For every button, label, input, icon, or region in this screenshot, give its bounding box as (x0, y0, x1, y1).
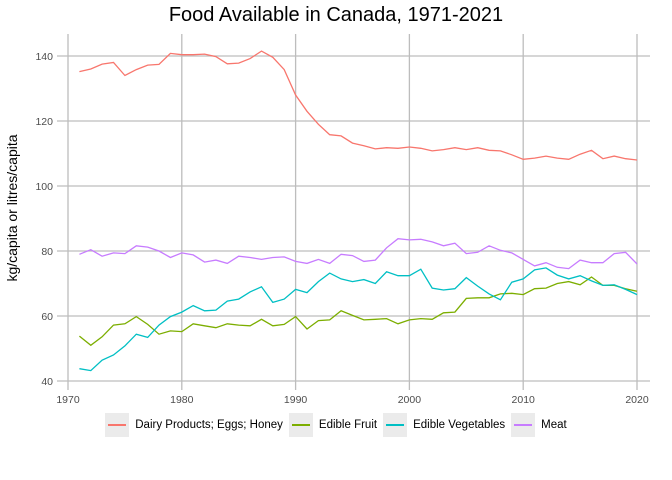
x-tick-label: 2010 (512, 394, 536, 406)
series-line-3 (79, 238, 638, 270)
y-tick-label: 60 (41, 311, 53, 323)
x-tick-label: 1970 (56, 394, 80, 406)
legend-key (288, 413, 313, 437)
legend-key (511, 413, 536, 437)
legend-item: Dairy Products; Eggs; Honey (105, 413, 283, 437)
x-tick-label: 1990 (284, 394, 308, 406)
series-line-0 (79, 50, 638, 161)
legend-label: Meat (541, 419, 567, 431)
y-tick-label: 100 (35, 181, 53, 193)
y-tick-label: 80 (41, 246, 53, 258)
legend-label: Edible Vegetables (413, 419, 506, 431)
x-tick-label: 1980 (170, 394, 194, 406)
series-line-2 (79, 267, 638, 372)
x-tick-label: 2020 (625, 394, 649, 406)
chart-title: Food Available in Canada, 1971-2021 (168, 4, 504, 26)
y-tick-label: 120 (35, 116, 53, 128)
x-tick-label: 2000 (398, 394, 422, 406)
legend-item: Edible Fruit (288, 413, 378, 437)
legend-item: Meat (511, 413, 567, 437)
legend-key (383, 413, 408, 437)
legend-item: Edible Vegetables (383, 413, 505, 437)
legend-label: Edible Fruit (318, 419, 378, 431)
series-line-1 (78, 276, 638, 347)
y-tick-label: 40 (41, 376, 53, 388)
legend: Dairy Products; Eggs; Honey Edible Fruit E… (0, 413, 672, 437)
legend-key (105, 413, 130, 437)
legend-label: Dairy Products; Eggs; Honey (135, 419, 283, 431)
y-tick-label: 140 (35, 51, 53, 63)
